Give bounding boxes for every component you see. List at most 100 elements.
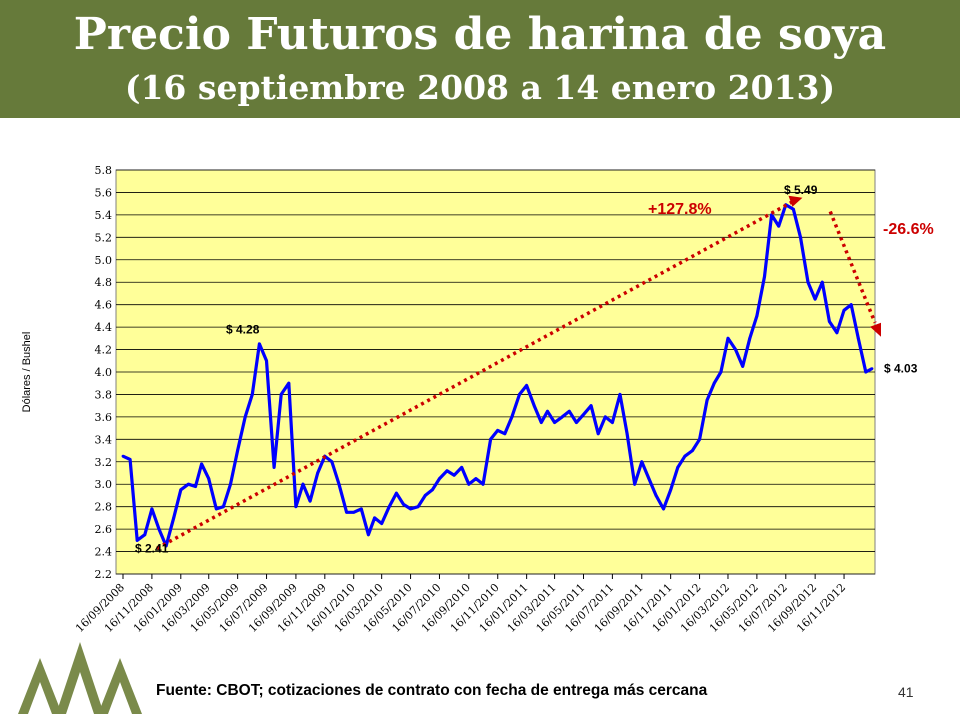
data-point [394, 491, 398, 495]
data-point [625, 432, 629, 436]
data-point [186, 482, 190, 486]
data-point [135, 538, 139, 542]
data-point [474, 477, 478, 481]
data-point [121, 454, 125, 458]
data-point [308, 499, 312, 503]
y-tick-label: 2.8 [95, 501, 113, 514]
data-point [316, 471, 320, 475]
data-point [574, 421, 578, 424]
data-point [423, 494, 427, 497]
data-point [525, 384, 529, 387]
y-tick-label: 4.2 [95, 344, 113, 357]
data-point [842, 308, 846, 312]
data-point [582, 413, 585, 417]
page-title: Precio Futuros de harina de soya [73, 9, 887, 60]
page-number: 41 [898, 684, 914, 700]
data-point [560, 415, 564, 419]
data-point [294, 505, 298, 509]
data-point [265, 359, 268, 363]
data-point [567, 409, 571, 413]
data-point [618, 393, 622, 396]
y-tick-label: 2.4 [95, 546, 113, 559]
data-point [870, 367, 874, 371]
data-point [250, 393, 254, 396]
data-point [726, 336, 730, 340]
data-point [503, 432, 507, 436]
data-point [856, 336, 860, 340]
end-value-label: $ 4.03 [884, 362, 918, 376]
data-point [712, 381, 716, 385]
data-point [806, 280, 810, 284]
data-point [589, 404, 593, 408]
start-value-label: $ 2.41 [135, 541, 169, 555]
data-point [596, 432, 600, 436]
data-point [741, 364, 745, 368]
data-point [272, 465, 276, 469]
y-tick-label: 5.2 [95, 231, 113, 244]
data-point [179, 488, 183, 492]
data-point [510, 415, 514, 419]
source-note: Fuente: CBOT; cotizaciones de contrato c… [156, 682, 708, 699]
data-point [229, 482, 232, 486]
data-point [683, 454, 687, 458]
y-axis-label: Dólares / Bushel [21, 332, 33, 413]
data-point [691, 449, 694, 452]
data-point [791, 207, 795, 211]
data-point [864, 370, 868, 374]
y-tick-label: 2.6 [95, 523, 113, 536]
data-point [827, 320, 831, 323]
y-tick-label: 5.4 [95, 209, 113, 222]
data-point [705, 398, 709, 402]
y-tick-label: 2.2 [95, 568, 113, 581]
y-tick-label: 4.0 [95, 366, 113, 379]
data-point [387, 505, 391, 509]
data-point [200, 462, 204, 466]
data-point [610, 421, 614, 424]
data-point [755, 314, 759, 318]
y-tick-label: 3.6 [95, 411, 113, 424]
data-point [258, 342, 261, 346]
y-tick-label: 4.6 [95, 299, 113, 312]
trend-down-arrowhead [870, 322, 881, 337]
data-point [669, 488, 673, 492]
data-point [330, 460, 334, 464]
peak-2009-label: $ 4.28 [226, 323, 260, 337]
data-point [777, 224, 781, 228]
data-point [367, 533, 370, 537]
trend-up-arrowhead [788, 195, 803, 207]
data-point [337, 482, 341, 486]
data-point [813, 297, 817, 301]
data-point [489, 437, 493, 441]
data-point [799, 235, 802, 239]
data-point [445, 469, 449, 473]
data-point [539, 421, 543, 424]
data-point [345, 510, 349, 514]
data-point [150, 507, 154, 511]
data-point [532, 404, 536, 408]
increase-label: +127.8% [648, 201, 712, 218]
title-banner: Precio Futuros de harina de soya (16 sep… [0, 0, 960, 118]
data-point [835, 331, 839, 335]
y-tick-label: 4.4 [95, 321, 113, 334]
data-point [194, 485, 197, 488]
data-point [128, 458, 132, 461]
data-point [640, 460, 644, 464]
data-point [301, 482, 305, 486]
data-point [380, 522, 384, 525]
data-point [662, 507, 665, 511]
page-subtitle: (16 septiembre 2008 a 14 enero 2013) [124, 68, 836, 107]
data-point [373, 516, 376, 520]
data-point [452, 473, 456, 477]
data-point [481, 482, 485, 486]
data-point [633, 482, 637, 486]
y-tick-label: 5.0 [95, 254, 113, 267]
peak-2012-label: $ 5.49 [784, 183, 818, 197]
data-point [734, 348, 737, 351]
data-point [157, 527, 161, 531]
data-point [279, 393, 283, 396]
data-point [698, 437, 701, 441]
data-point [763, 275, 766, 279]
data-point [359, 507, 363, 511]
data-point [496, 428, 500, 432]
company-logo-icon [18, 642, 142, 714]
